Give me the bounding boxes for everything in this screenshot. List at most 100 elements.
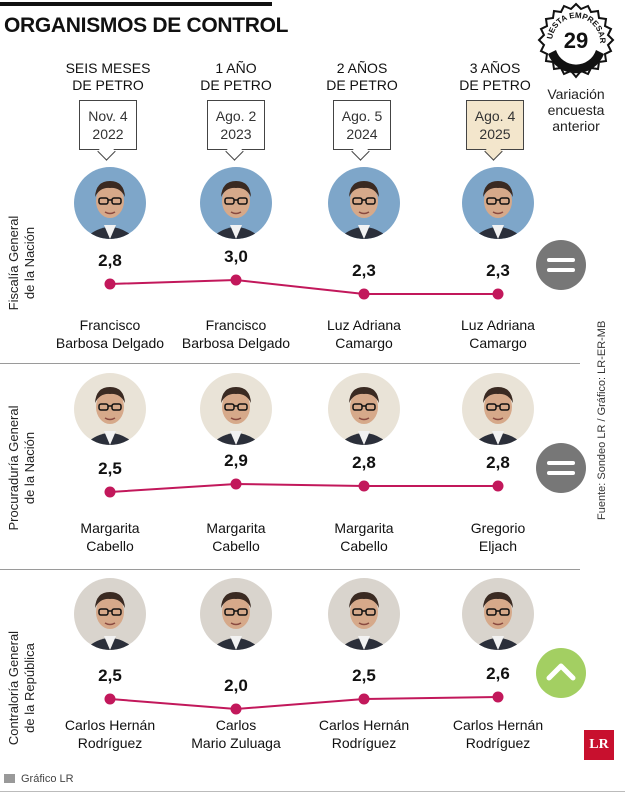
- period-line: 1 AÑO: [215, 60, 257, 76]
- image-icon: [4, 774, 15, 783]
- date-box: Ago. 4 2025: [466, 100, 524, 161]
- portrait: [200, 373, 272, 445]
- official-name-line: Carlos Hernán: [64, 717, 156, 733]
- data-label: 2,5: [352, 666, 376, 685]
- badge-dark-arc: [548, 50, 604, 74]
- official-name: Carlos Hernán Rodríguez: [45, 716, 175, 752]
- portrait: [74, 373, 146, 445]
- data-label: 2,3: [486, 261, 510, 280]
- official-name-line: Carlos Hernán: [318, 717, 410, 733]
- data-point: [104, 486, 116, 498]
- footer-text: Gráfico LR: [21, 773, 74, 785]
- official-name-line: Margarita: [334, 520, 394, 536]
- official-name: Francisco Barbosa Delgado: [171, 316, 301, 352]
- period-line: DE PETRO: [72, 77, 144, 93]
- source-note: Fuente: Sondeo LR / Gráfico: LR-ER-MB: [596, 320, 608, 520]
- official-name: Francisco Barbosa Delgado: [45, 316, 175, 352]
- date-box: Nov. 4 2022: [79, 100, 137, 161]
- row-label: Contraloría General de la República: [6, 588, 42, 788]
- official-name-line: Barbosa Delgado: [181, 335, 291, 351]
- series-line: [109, 278, 498, 295]
- data-point: [230, 478, 242, 490]
- variation-line: encuesta: [547, 102, 605, 118]
- official-name-line: Gregorio: [470, 520, 526, 536]
- official-name-line: Cabello: [340, 538, 388, 554]
- row-label-line: de la Nación: [22, 431, 37, 505]
- variation-line: anterior: [552, 118, 600, 134]
- period-header: 1 AÑO DE PETRO: [176, 60, 296, 94]
- period-line: DE PETRO: [459, 77, 531, 93]
- data-point: [492, 691, 504, 703]
- row-label-line: de la Nación: [22, 226, 37, 300]
- official-name-line: Rodríguez: [465, 735, 531, 751]
- period-line: DE PETRO: [200, 77, 272, 93]
- portrait: [328, 373, 400, 445]
- data-label: 2,8: [486, 453, 510, 472]
- official-name-line: Carlos: [215, 717, 257, 733]
- date-line: 2023: [220, 126, 252, 142]
- row-label: Fiscalía General de la Nación: [6, 163, 42, 363]
- period-line: 2 AÑOS: [336, 60, 388, 76]
- data-point: [104, 693, 116, 705]
- chart-title: ORGANISMOS DE CONTROL: [4, 14, 289, 37]
- period-line: SEIS MESES: [65, 60, 151, 76]
- trend-equal-icon: [536, 240, 586, 290]
- data-label: 2,9: [224, 451, 248, 470]
- official-name: Carlos Hernán Rodríguez: [433, 716, 563, 752]
- official-name: Gregorio Eljach: [433, 519, 563, 555]
- official-name-line: Margarita: [80, 520, 140, 536]
- data-point: [104, 278, 116, 290]
- top-rule: [0, 2, 272, 6]
- portrait: [462, 167, 534, 239]
- official-name: Luz Adriana Camargo: [433, 316, 563, 352]
- data-point: [230, 274, 242, 286]
- portrait: [200, 167, 272, 239]
- official-name-line: Rodríguez: [331, 735, 397, 751]
- portrait: [328, 578, 400, 650]
- official-name-line: Cabello: [212, 538, 260, 554]
- data-label: 3,0: [224, 247, 248, 266]
- survey-badge: ENCUESTA EMPRESARIAL 29: [536, 2, 615, 79]
- official-name-line: Francisco: [205, 317, 267, 333]
- date-line: Ago. 2: [215, 108, 257, 124]
- official-name: Margarita Cabello: [171, 519, 301, 555]
- data-label: 2,5: [98, 666, 122, 685]
- official-name-line: Cabello: [86, 538, 134, 554]
- badge-number: 29: [564, 28, 588, 53]
- data-label: 2,6: [486, 664, 510, 683]
- official-name: Carlos Hernán Rodríguez: [299, 716, 429, 752]
- data-label: 2,0: [224, 676, 248, 695]
- official-name-line: Camargo: [335, 335, 393, 351]
- official-name-line: Eljach: [478, 538, 518, 554]
- data-point: [230, 703, 242, 715]
- period-header: 2 AÑOS DE PETRO: [302, 60, 422, 94]
- period-line: 3 AÑOS: [469, 60, 521, 76]
- period-header: SEIS MESES DE PETRO: [48, 60, 168, 94]
- data-point: [358, 480, 370, 492]
- portrait: [462, 373, 534, 445]
- date-line: Ago. 4: [474, 108, 516, 124]
- official-name-line: Rodríguez: [77, 735, 143, 751]
- data-label: 2,8: [98, 251, 122, 270]
- data-point: [492, 480, 504, 492]
- row-label-line: Procuraduría General: [6, 405, 21, 531]
- series-line: [109, 482, 498, 493]
- bottom-rule: [0, 791, 625, 792]
- date-line: 2025: [479, 126, 511, 142]
- data-point: [492, 288, 504, 300]
- portrait: [462, 578, 534, 650]
- section-divider: [0, 569, 580, 570]
- official-name: Margarita Cabello: [45, 519, 175, 555]
- row-label-line: Contraloría General: [6, 630, 21, 746]
- official-name-line: Margarita: [206, 520, 266, 536]
- portrait: [200, 578, 272, 650]
- official-name-line: Luz Adriana: [461, 317, 535, 333]
- official-name: Margarita Cabello: [299, 519, 429, 555]
- row-label-line: Fiscalía General: [6, 215, 21, 311]
- period-line: DE PETRO: [326, 77, 398, 93]
- date-line: Nov. 4: [88, 108, 128, 124]
- date-line: 2022: [92, 126, 124, 142]
- section-divider: [0, 363, 580, 364]
- row-label-line: de la República: [22, 643, 37, 733]
- portrait: [74, 578, 146, 650]
